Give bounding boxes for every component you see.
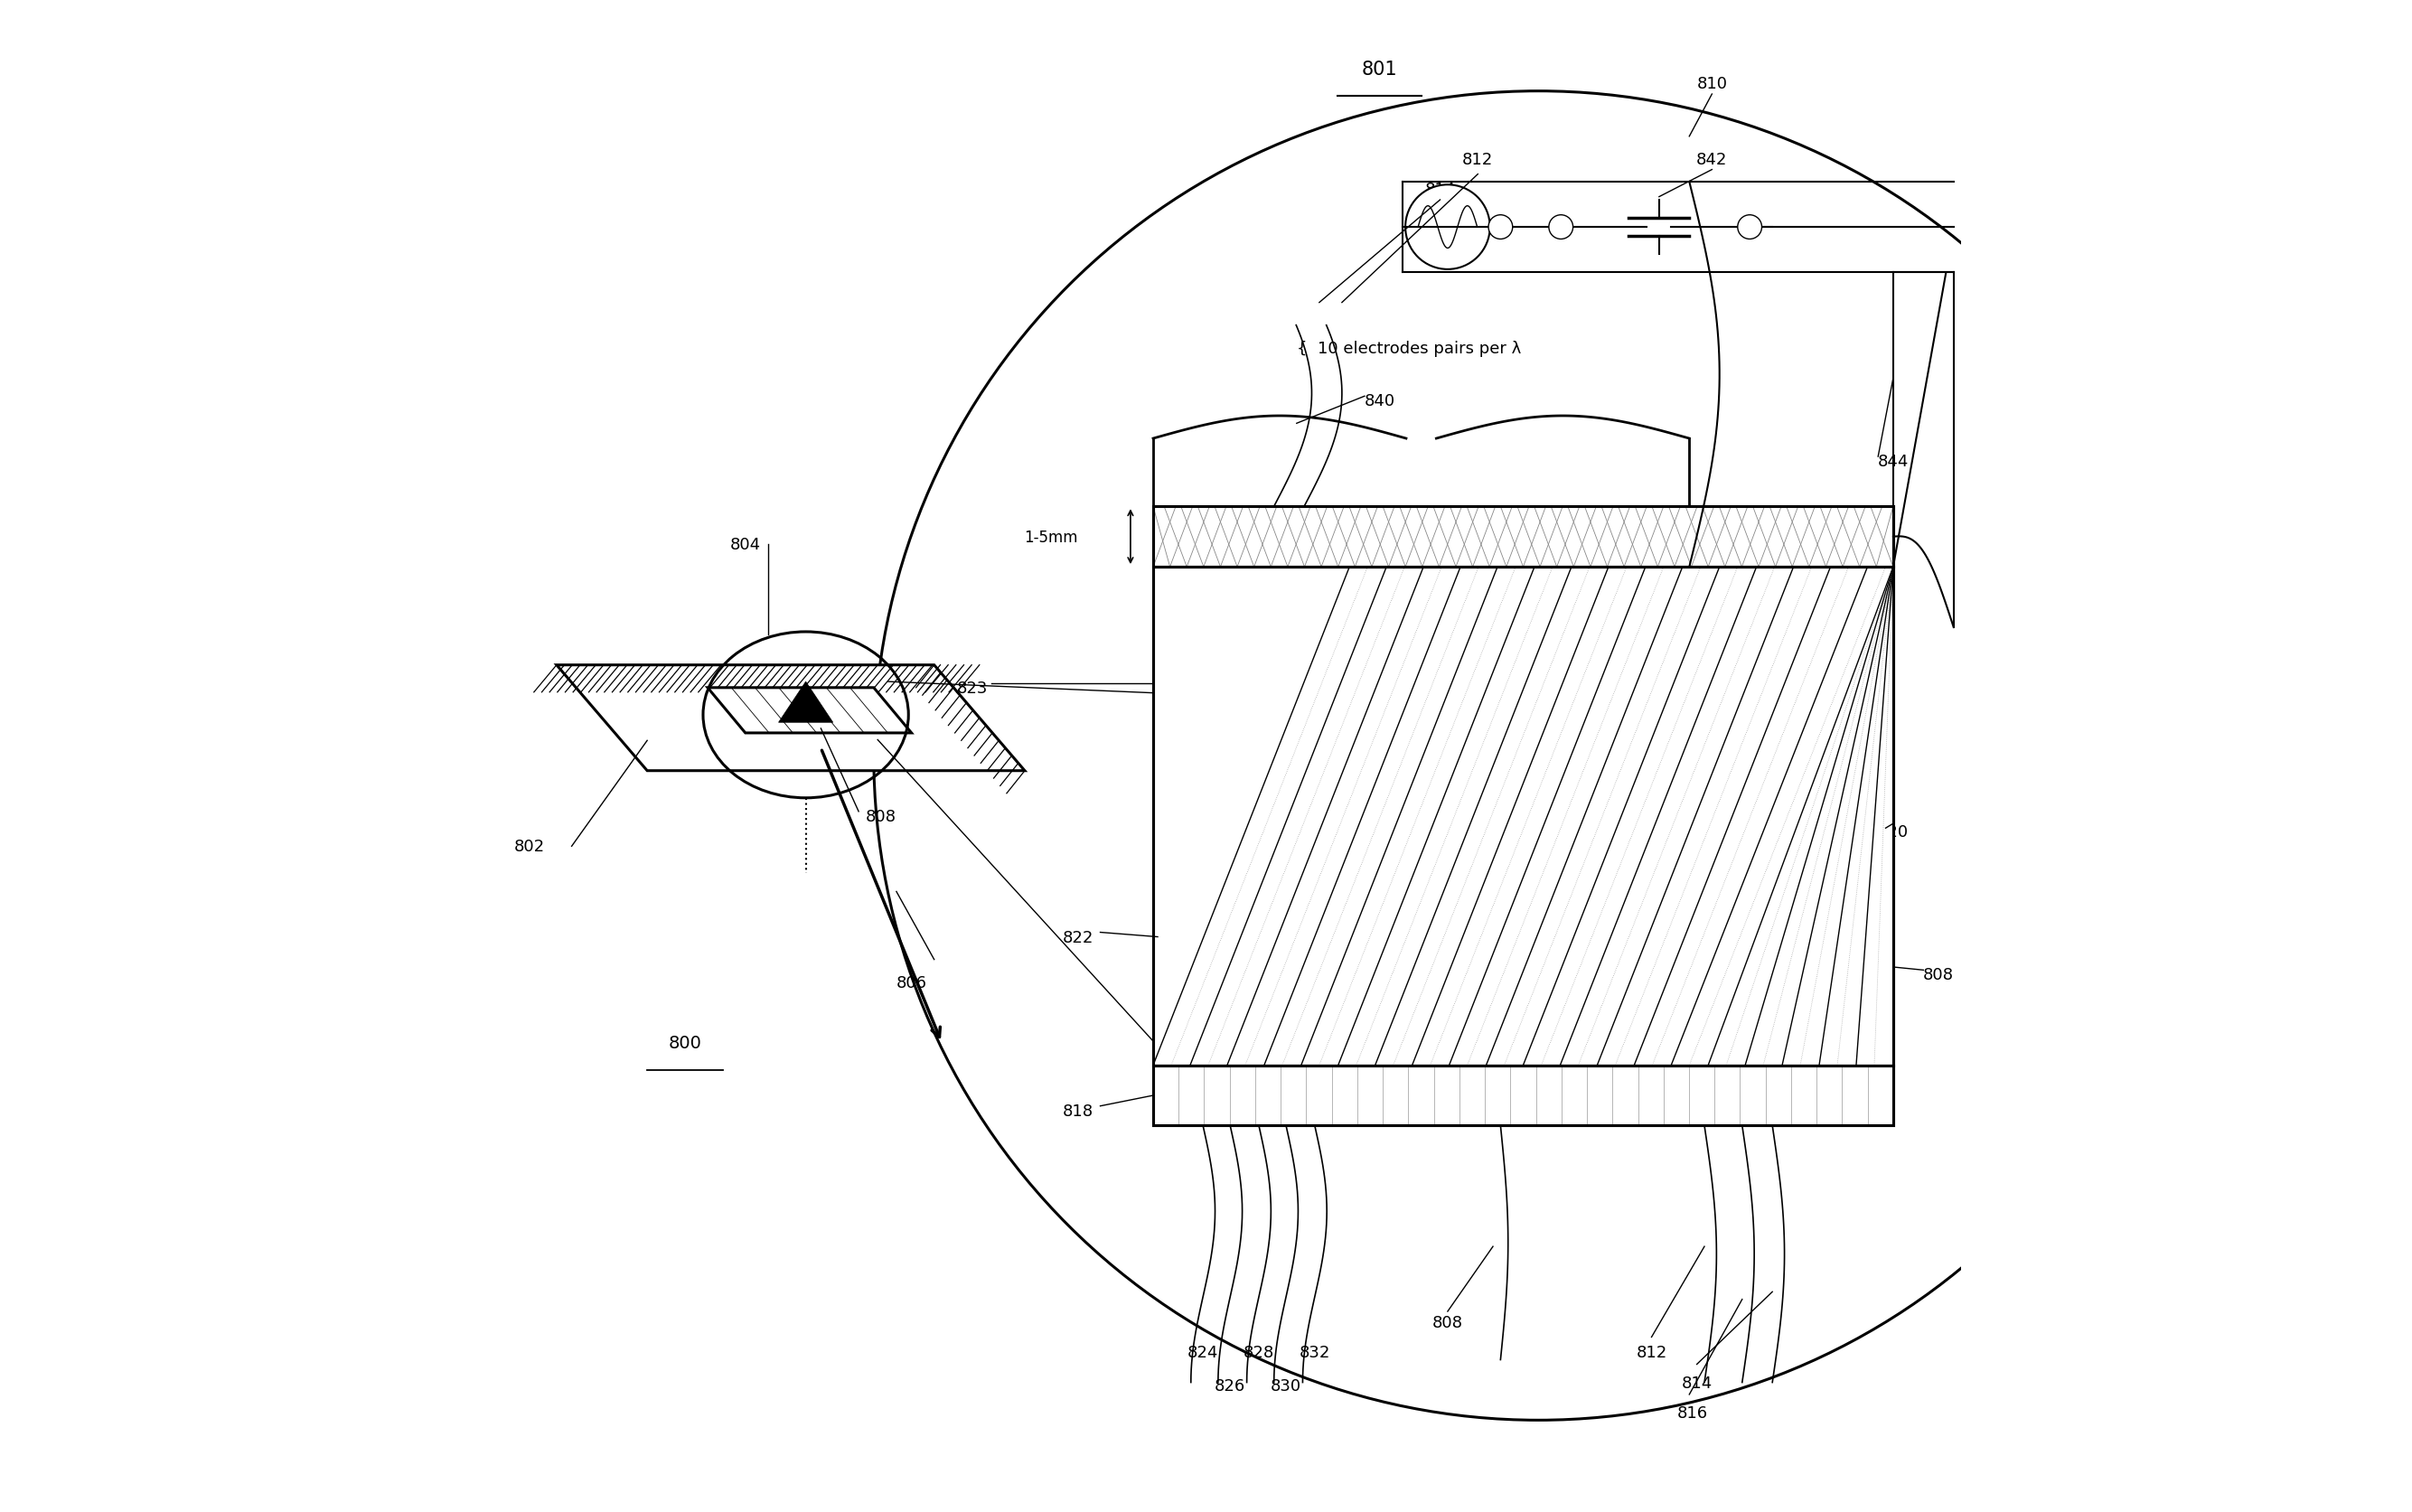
Text: 826: 826 [1216,1377,1245,1394]
Text: 808: 808 [866,809,897,824]
Text: 812: 812 [1635,1344,1667,1361]
Polygon shape [1153,567,1893,1066]
Text: 823: 823 [958,680,987,696]
Text: 844: 844 [1877,454,1908,470]
Text: 808: 808 [1922,966,1954,983]
Text: 832: 832 [1300,1344,1331,1361]
Text: 1-5mm: 1-5mm [1023,529,1078,546]
Text: 824: 824 [1187,1344,1218,1361]
Text: 830: 830 [1271,1377,1302,1394]
Text: 802: 802 [514,839,545,854]
Text: 842: 842 [1696,151,1727,168]
Polygon shape [1153,1066,1893,1126]
Polygon shape [707,688,912,733]
Circle shape [1549,216,1573,240]
Text: 828: 828 [1242,1344,1274,1361]
Text: 820: 820 [1879,824,1908,839]
Circle shape [1406,186,1491,271]
Text: 808: 808 [1433,1314,1464,1331]
Text: 812: 812 [1462,151,1493,168]
Text: 800: 800 [668,1034,702,1051]
Text: 818: 818 [1061,1102,1093,1119]
Text: 804: 804 [731,537,760,553]
Text: 840: 840 [1365,393,1394,410]
Polygon shape [1153,507,1893,567]
Text: 816: 816 [1676,1405,1708,1421]
Polygon shape [779,682,832,723]
Text: {  10 electrodes pairs per λ: { 10 electrodes pairs per λ [1298,340,1522,357]
Polygon shape [557,665,1025,771]
Text: 810: 810 [1696,76,1727,92]
Text: 814: 814 [1681,1374,1713,1391]
Circle shape [1737,216,1761,240]
Text: 822: 822 [1061,928,1093,945]
Text: 806: 806 [897,974,926,990]
Text: 814: 814 [1425,181,1454,198]
Text: 801: 801 [1363,60,1397,79]
Circle shape [1488,216,1512,240]
